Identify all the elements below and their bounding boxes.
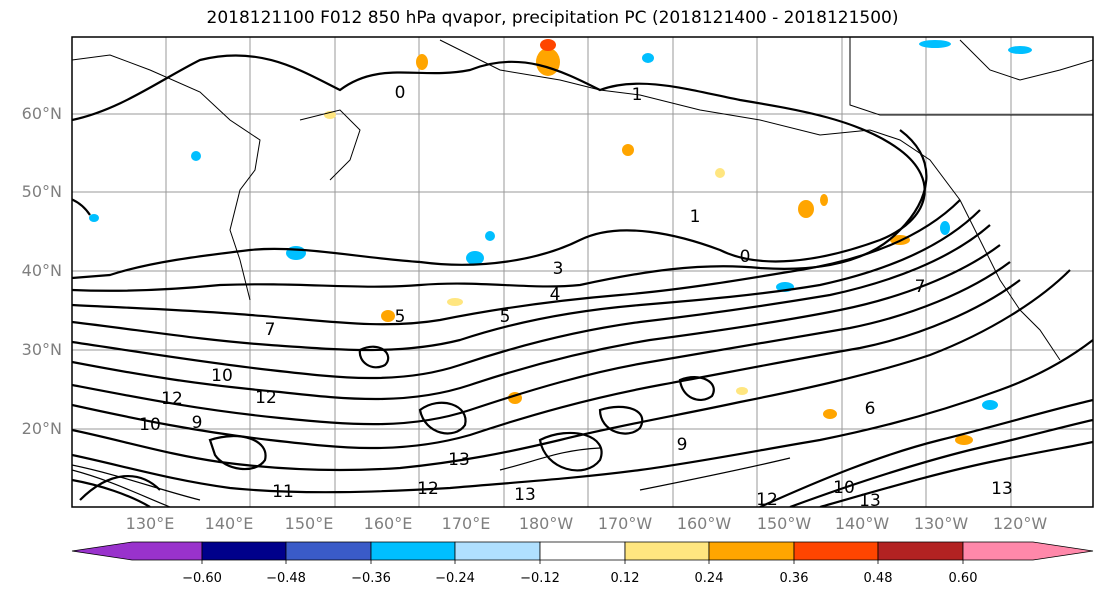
lon-label: 130°W — [913, 514, 969, 533]
lon-label: 150°E — [284, 514, 334, 533]
map-frame — [71, 36, 1094, 508]
lat-label: 50°N — [21, 182, 62, 201]
contour-label: 0 — [395, 83, 406, 103]
contour-label: 11 — [272, 482, 294, 502]
qvapor-contours-thin — [72, 447, 791, 507]
contour-label: 13 — [991, 479, 1013, 499]
lon-label: 140°W — [834, 514, 890, 533]
lon-label: 130°E — [125, 514, 175, 533]
contour-label: 1 — [690, 207, 701, 227]
contour-labels: 0 1 1 0 3 5 4 5 7 7 6 10 12 12 10 13 11 … — [139, 83, 1013, 511]
colorbar-tick-label: −0.60 — [182, 571, 222, 586]
lat-label: 30°N — [21, 340, 62, 359]
contour-label: 10 — [833, 478, 855, 498]
lon-label: 160°E — [363, 514, 413, 533]
contour-label: 7 — [265, 320, 276, 340]
lon-label: 140°E — [204, 514, 254, 533]
colorbar-tick-label: 0.24 — [694, 571, 724, 586]
contour-label: 0 — [740, 247, 751, 267]
colorbar-tick-label: 0.12 — [610, 571, 640, 586]
lon-label: 180°W — [518, 514, 574, 533]
lon-label: 170°W — [597, 514, 653, 533]
contour-label: 10 — [139, 415, 161, 435]
contour-label: 5 — [395, 307, 406, 327]
lon-label: 170°E — [441, 514, 491, 533]
contour-label: 13 — [859, 491, 881, 511]
contour-label: 13 — [514, 485, 536, 505]
colorbar-tick-label: 0.48 — [863, 571, 893, 586]
contour-label: 13 — [448, 450, 470, 470]
contour-label: 5 — [500, 307, 511, 327]
colorbar-tick-label: 0.36 — [779, 571, 809, 586]
contour-label: 3 — [553, 259, 564, 279]
contour-label: 12 — [161, 389, 183, 409]
map-title: 2018121100 F012 850 hPa qvapor, precipit… — [206, 8, 899, 28]
colorbar-tick-label: 0.60 — [948, 571, 978, 586]
lat-label: 40°N — [21, 261, 62, 280]
contour-label: 9 — [677, 435, 688, 455]
contour-label: 6 — [865, 399, 876, 419]
lat-label: 20°N — [21, 419, 62, 438]
contour-label: 12 — [255, 388, 277, 408]
colorbar-tick-label: −0.12 — [520, 571, 560, 586]
contour-label: 12 — [756, 490, 778, 510]
lon-label: 150°W — [756, 514, 812, 533]
colorbar-tick-label: −0.24 — [435, 571, 475, 586]
qvapor-contours — [72, 54, 1093, 507]
colorbar-tick-label: −0.36 — [351, 571, 391, 586]
contour-label: 12 — [417, 479, 439, 499]
contour-label: 1 — [632, 85, 643, 105]
contour-label: 9 — [192, 413, 203, 433]
contour-label: 7 — [915, 277, 926, 297]
map-gridlines — [72, 37, 1093, 507]
colorbar-tick-label: −0.48 — [266, 571, 306, 586]
contour-label: 10 — [211, 366, 233, 386]
lon-label: 160°W — [676, 514, 732, 533]
lat-label: 60°N — [21, 104, 62, 123]
lon-label: 120°W — [992, 514, 1048, 533]
contour-label: 4 — [550, 285, 561, 305]
